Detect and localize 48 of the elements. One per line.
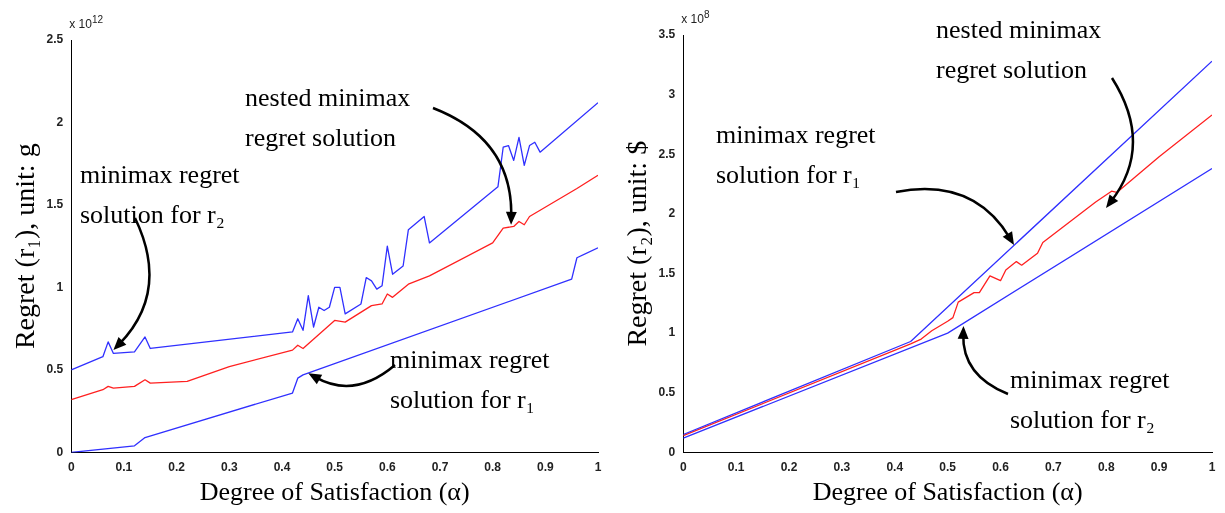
x-tick-label: 0.1 bbox=[727, 459, 745, 474]
x-tick-label: 0 bbox=[67, 459, 75, 474]
x-tick-label: 0.8 bbox=[484, 459, 502, 474]
x-tick-label: 0.1 bbox=[115, 459, 133, 474]
y-tick-label: 2.5 bbox=[46, 32, 64, 47]
x-tick-label: 0 bbox=[679, 459, 687, 474]
x-tick-label: 0.5 bbox=[939, 459, 957, 474]
annotation: minimax regret solution for r₂ bbox=[1010, 364, 1170, 436]
y-tick-label: 2 bbox=[668, 206, 676, 221]
y-tick-label: 0 bbox=[668, 444, 676, 459]
x-tick-label: 0.3 bbox=[833, 459, 851, 474]
x-tick-label: 0.7 bbox=[431, 459, 449, 474]
annotation: minimax regret solution for r₂ bbox=[80, 159, 240, 231]
y-tick-label: 3.5 bbox=[658, 27, 676, 42]
x-tick-label: 0.2 bbox=[168, 459, 186, 474]
x-tick-label: 0.5 bbox=[326, 459, 344, 474]
y-tick-label: 2.5 bbox=[658, 146, 676, 161]
x-tick-label: 1 bbox=[594, 459, 602, 474]
y-tick-label: 0.5 bbox=[658, 385, 676, 400]
x-tick-label: 0.3 bbox=[220, 459, 238, 474]
y-tick-label: 1.5 bbox=[658, 265, 676, 280]
x-tick-label: 0.2 bbox=[780, 459, 798, 474]
annotation: nested minimax regret solution bbox=[245, 82, 411, 154]
x-tick-label: 0.6 bbox=[992, 459, 1010, 474]
x-tick-label: 0.9 bbox=[1150, 459, 1168, 474]
text: x 10$^{8}$ bbox=[681, 9, 710, 26]
y-tick-label: 1.5 bbox=[46, 197, 64, 212]
y-tick-label: 0.5 bbox=[46, 362, 64, 377]
x-tick-label: 0.9 bbox=[536, 459, 554, 474]
y-axis-title: Regret (r₁), unit: g bbox=[9, 143, 41, 350]
annotation: nested minimax regret solution bbox=[936, 14, 1102, 86]
y-tick-label: 0 bbox=[56, 444, 64, 459]
x-tick-label: 0.6 bbox=[378, 459, 396, 474]
y-tick-label: 1 bbox=[668, 325, 676, 340]
y-tick-label: 1 bbox=[56, 279, 64, 294]
text: x 10$^{12}$ bbox=[69, 14, 104, 31]
x-tick-label: 0.7 bbox=[1045, 459, 1063, 474]
x-tick-label: 0.4 bbox=[273, 459, 291, 474]
x-tick-label: 0.8 bbox=[1097, 459, 1115, 474]
annotation: minimax regret solution for r₁ bbox=[390, 344, 550, 416]
x-tick-label: 0.4 bbox=[886, 459, 904, 474]
x-tick-label: 1 bbox=[1208, 459, 1216, 474]
y-axis-title: Regret (r₂), unit: $ bbox=[621, 140, 653, 347]
annotation: minimax regret solution for r₁ bbox=[716, 119, 876, 191]
x-axis-title: Degree of Satisfaction (α) bbox=[199, 477, 470, 507]
y-tick-label: 2 bbox=[56, 114, 64, 129]
y-tick-label: 3 bbox=[668, 86, 676, 101]
x-axis-title: Degree of Satisfaction (α) bbox=[812, 477, 1083, 507]
